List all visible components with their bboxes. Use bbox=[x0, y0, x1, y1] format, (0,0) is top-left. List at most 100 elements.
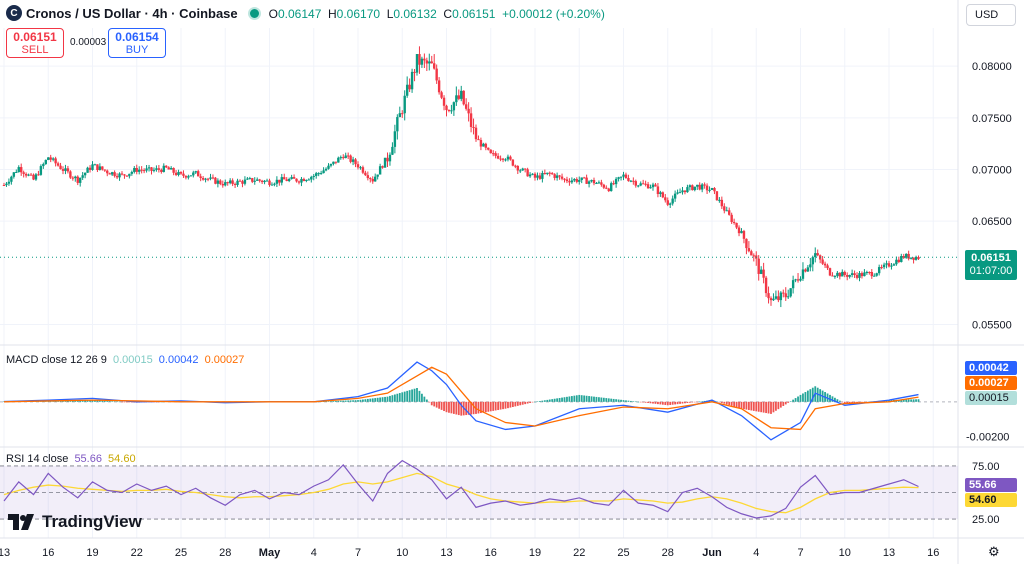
candle-up bbox=[177, 171, 180, 175]
candle-down bbox=[767, 293, 770, 299]
macd-hist-bar bbox=[669, 401, 672, 405]
macd-hist-bar bbox=[622, 400, 625, 402]
macd-hist-bar bbox=[433, 401, 436, 407]
candle-down bbox=[477, 139, 480, 141]
candle-up bbox=[280, 177, 283, 183]
macd-hist-bar bbox=[457, 401, 460, 416]
macd-hist-bar bbox=[81, 400, 84, 402]
candle-up bbox=[452, 102, 456, 111]
macd-hist-bar bbox=[659, 401, 662, 405]
macd-hist-value: 0.00015 bbox=[112, 354, 153, 366]
candle-down bbox=[160, 169, 163, 172]
macd-legend[interactable]: MACD close 12 26 9 0.00015 0.00042 0.000… bbox=[6, 354, 245, 366]
macd-hist-bar bbox=[679, 401, 681, 404]
candle-up bbox=[639, 183, 642, 186]
candle-down bbox=[401, 113, 404, 115]
candle-up bbox=[290, 177, 293, 180]
market-status-icon[interactable] bbox=[247, 6, 261, 20]
candle-up bbox=[578, 180, 581, 182]
candle-down bbox=[816, 253, 819, 256]
macd-hist-bar bbox=[94, 400, 96, 402]
macd-hist-bar bbox=[725, 401, 728, 405]
candle-down bbox=[29, 174, 33, 176]
macd-signal-line bbox=[3, 366, 919, 431]
candle-up bbox=[275, 179, 279, 184]
candle-up bbox=[324, 168, 328, 171]
rsi-legend[interactable]: RSI 14 close 55.66 54.60 bbox=[6, 453, 136, 465]
macd-hist-bar bbox=[352, 400, 354, 402]
macd-hist-bar bbox=[467, 401, 470, 415]
macd-hist-bar bbox=[116, 401, 118, 403]
candle-down bbox=[442, 97, 446, 106]
settings-gear-icon[interactable]: ⚙ bbox=[988, 544, 1000, 559]
candle-down bbox=[386, 157, 389, 162]
buy-button[interactable]: 0.06154 BUY bbox=[108, 28, 166, 58]
candle-up bbox=[892, 264, 896, 266]
macd-hist-bar bbox=[354, 400, 357, 402]
candle-up bbox=[236, 180, 239, 185]
macd-hist-bar bbox=[627, 400, 630, 402]
candle-up bbox=[155, 168, 158, 170]
macd-hist-bar bbox=[767, 401, 770, 414]
macd-hist-bar bbox=[369, 398, 372, 402]
candle-up bbox=[51, 158, 55, 160]
candle-down bbox=[184, 175, 188, 178]
candle-down bbox=[292, 177, 296, 179]
candle-down bbox=[135, 168, 138, 172]
candle-up bbox=[42, 164, 45, 167]
candle-up bbox=[836, 272, 839, 276]
macd-hist-bar bbox=[888, 400, 890, 402]
candle-up bbox=[882, 264, 886, 268]
candle-down bbox=[823, 263, 827, 266]
macd-hist-bar bbox=[910, 399, 913, 402]
candle-up bbox=[265, 180, 269, 182]
candle-down bbox=[828, 268, 832, 276]
candle-down bbox=[656, 186, 660, 195]
candle-up bbox=[614, 178, 618, 185]
macd-hist-bar bbox=[101, 400, 104, 402]
rsi-ma-line bbox=[3, 472, 919, 514]
macd-hist-bar bbox=[511, 401, 514, 407]
candle-up bbox=[708, 189, 711, 191]
candle-down bbox=[523, 168, 527, 170]
candle-down bbox=[728, 210, 731, 215]
candle-down bbox=[723, 206, 726, 211]
candle-up bbox=[794, 279, 797, 281]
candle-up bbox=[243, 179, 247, 184]
candle-down bbox=[511, 159, 515, 166]
candle-down bbox=[462, 90, 465, 105]
candle-down bbox=[705, 185, 709, 191]
macd-hist-bar bbox=[541, 400, 544, 402]
macd-hist-bar bbox=[108, 401, 111, 402]
candle-down bbox=[516, 165, 519, 171]
candle-up bbox=[649, 187, 652, 189]
macd-hist-bar bbox=[772, 401, 775, 413]
candle-down bbox=[553, 174, 556, 178]
candle-down bbox=[912, 257, 915, 260]
candle-up bbox=[455, 95, 458, 103]
macd-hist-bar bbox=[620, 399, 622, 402]
tradingview-logo[interactable]: TradingView bbox=[8, 512, 142, 532]
sell-button[interactable]: 0.06151 SELL bbox=[6, 28, 64, 58]
macd-hist-bar bbox=[374, 398, 377, 402]
candle-up bbox=[216, 180, 220, 184]
macd-hist-bar bbox=[666, 401, 669, 406]
macd-hist-bar bbox=[765, 401, 767, 414]
macd-hist-bar bbox=[423, 396, 426, 402]
candle-down bbox=[61, 169, 65, 171]
candle-down bbox=[897, 259, 901, 263]
candle-up bbox=[256, 179, 259, 181]
macd-hist-bar bbox=[634, 401, 637, 403]
candle-down bbox=[568, 181, 571, 183]
currency-selector[interactable]: USD bbox=[966, 4, 1016, 26]
candle-up bbox=[300, 178, 303, 183]
macd-hist-bar bbox=[79, 400, 82, 402]
candle-up bbox=[415, 54, 419, 73]
macd-hist-bar bbox=[71, 400, 74, 402]
candle-up bbox=[147, 167, 151, 169]
symbol-title[interactable]: Cronos / US Dollar · 4h · Coinbase bbox=[26, 5, 238, 21]
candle-down bbox=[140, 169, 143, 171]
macd-hist-bar bbox=[563, 397, 566, 402]
rsi-line bbox=[3, 459, 919, 519]
